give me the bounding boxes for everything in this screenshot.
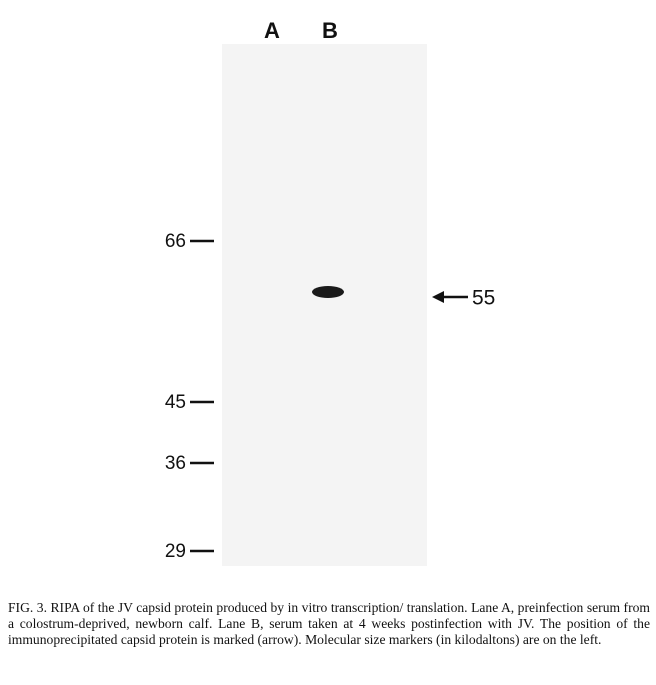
band-label: 55: [472, 287, 495, 310]
marker-label: 66: [165, 231, 186, 252]
lane-label: A: [264, 18, 280, 43]
marker-label: 29: [165, 541, 186, 562]
band: [312, 286, 344, 298]
lane-label: B: [322, 18, 338, 43]
page: A B 66 45 36 29 55 FIG. 3. RIPA of the J…: [0, 0, 656, 685]
marker-label: 36: [165, 453, 186, 474]
arrow-head: [432, 291, 444, 303]
marker-label: 45: [165, 392, 186, 413]
gel: [222, 44, 427, 566]
figure: A B 66 45 36 29 55: [0, 0, 656, 600]
caption: FIG. 3. RIPA of the JV capsid protein pr…: [8, 600, 650, 649]
